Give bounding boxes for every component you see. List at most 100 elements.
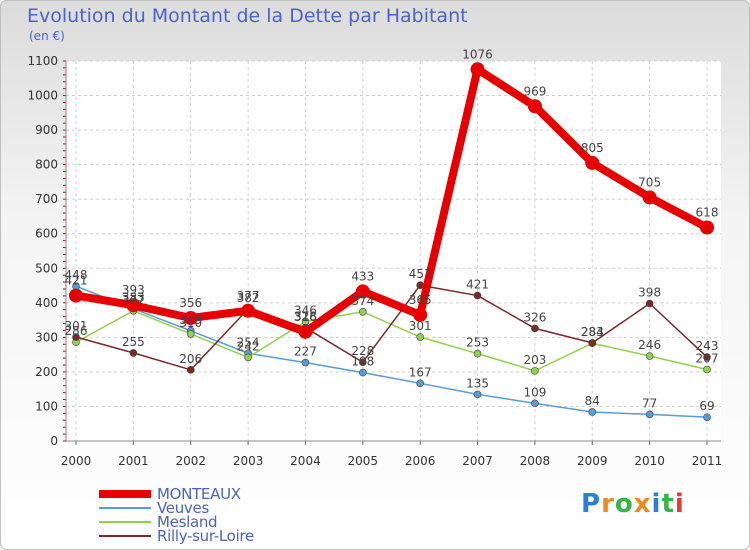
data-point-mesland	[531, 367, 539, 375]
data-label: 421	[65, 274, 88, 288]
data-point-rilly-sur-loire	[129, 349, 138, 357]
y-tick-label: 1100	[27, 54, 58, 68]
legend-label-monteaux: MONTEAUX	[157, 485, 241, 503]
data-point-mesland	[416, 333, 424, 341]
data-point-monteaux	[585, 155, 600, 170]
data-point-mesland	[645, 352, 654, 360]
data-point-monteaux	[183, 311, 198, 326]
x-tick-label: 2004	[290, 454, 321, 468]
data-label: 393	[122, 283, 145, 297]
y-tick-label: 100	[35, 399, 58, 413]
data-point-monteaux	[413, 307, 428, 322]
data-label: 451	[409, 267, 432, 281]
data-label: 253	[466, 336, 489, 350]
data-label: 805	[581, 141, 604, 155]
logo-letter: i	[651, 489, 662, 519]
x-tick-label: 2002	[175, 454, 206, 468]
data-point-mesland	[359, 307, 367, 316]
data-point-rilly-sur-loire	[588, 339, 597, 347]
plot-area	[66, 61, 721, 441]
data-point-mesland	[244, 353, 252, 362]
data-point-rilly-sur-loire	[473, 291, 482, 300]
logo-letter: i	[674, 489, 685, 519]
data-point-rilly-sur-loire	[703, 353, 711, 361]
legend-label-veuves: Veuves	[157, 499, 209, 517]
data-point-mesland	[703, 365, 711, 374]
data-label: 377	[237, 289, 260, 303]
data-point-veuves	[301, 358, 310, 367]
logo-letter: P	[581, 489, 602, 519]
x-tick-label: 2011	[692, 454, 723, 468]
data-point-monteaux	[470, 62, 485, 77]
data-point-veuves	[473, 390, 482, 399]
data-point-rilly-sur-loire	[359, 358, 367, 367]
legend-swatch-monteaux	[99, 490, 151, 498]
chart-title: Evolution du Montant de la Dette par Hab…	[27, 5, 468, 27]
data-label: 969	[523, 84, 546, 98]
proxiti-logo: Proxiti	[581, 489, 685, 519]
data-point-veuves	[703, 413, 711, 421]
series-line-monteaux	[72, 65, 711, 336]
data-label: 135	[466, 376, 489, 390]
data-point-monteaux	[527, 99, 542, 114]
data-point-monteaux	[700, 220, 714, 235]
data-label: 433	[351, 269, 374, 283]
x-tick-label: 2008	[520, 454, 551, 468]
legend-label-mesland: Mesland	[157, 513, 218, 531]
logo-letter: x	[633, 489, 652, 519]
data-label: 319	[179, 313, 202, 327]
data-label: 203	[523, 353, 546, 367]
y-tick-label: 500	[35, 261, 58, 275]
data-label: 316	[294, 310, 317, 324]
data-point-monteaux	[642, 190, 657, 205]
data-label: 705	[638, 175, 661, 189]
data-label: 377	[122, 293, 145, 307]
y-tick-label: 0	[50, 434, 58, 448]
data-label: 421	[466, 278, 489, 292]
data-label: 207	[696, 351, 719, 365]
data-label: 448	[65, 268, 88, 282]
x-tick-label: 2000	[61, 454, 92, 468]
data-label: 374	[351, 294, 374, 308]
data-label: 198	[351, 355, 374, 369]
logo-letter: t	[661, 489, 675, 519]
data-point-veuves	[588, 408, 597, 416]
data-label: 346	[294, 303, 317, 317]
data-label: 365	[409, 293, 432, 307]
data-label: 167	[409, 365, 432, 379]
data-point-monteaux	[126, 298, 141, 313]
data-label: 109	[523, 385, 546, 399]
y-tick-label: 700	[35, 192, 58, 206]
x-tick-label: 2007	[462, 454, 493, 468]
series-line-rilly-sur-loire	[75, 284, 708, 371]
x-tick-label: 2009	[577, 454, 608, 468]
x-tick-label: 2001	[118, 454, 149, 468]
y-tick-label: 600	[35, 227, 58, 241]
x-tick-label: 2005	[348, 454, 379, 468]
data-label: 227	[294, 345, 317, 359]
data-label: 242	[237, 339, 260, 353]
data-point-veuves	[531, 399, 539, 408]
data-label: 382	[237, 291, 260, 305]
y-tick-label: 400	[35, 296, 58, 310]
legend-swatch-rilly	[99, 535, 151, 537]
legend-label-rilly: Rilly-sur-Loire	[157, 527, 254, 545]
data-point-monteaux	[355, 284, 370, 299]
data-label: 398	[638, 286, 661, 300]
data-point-veuves	[416, 379, 424, 388]
logo-letter: r	[601, 489, 615, 519]
x-tick-label: 2006	[405, 454, 436, 468]
data-label: 243	[696, 339, 719, 353]
data-label: 69	[699, 399, 714, 413]
data-label: 283	[581, 325, 604, 339]
data-label: 301	[65, 319, 88, 333]
data-label: 301	[409, 319, 432, 333]
series-line-veuves	[75, 285, 708, 418]
data-point-rilly-sur-loire	[531, 324, 539, 333]
data-point-rilly-sur-loire	[645, 299, 654, 308]
x-tick-label: 2003	[233, 454, 264, 468]
data-label: 254	[237, 335, 260, 349]
y-tick-label: 200	[35, 365, 58, 379]
data-label: 77	[642, 396, 657, 410]
